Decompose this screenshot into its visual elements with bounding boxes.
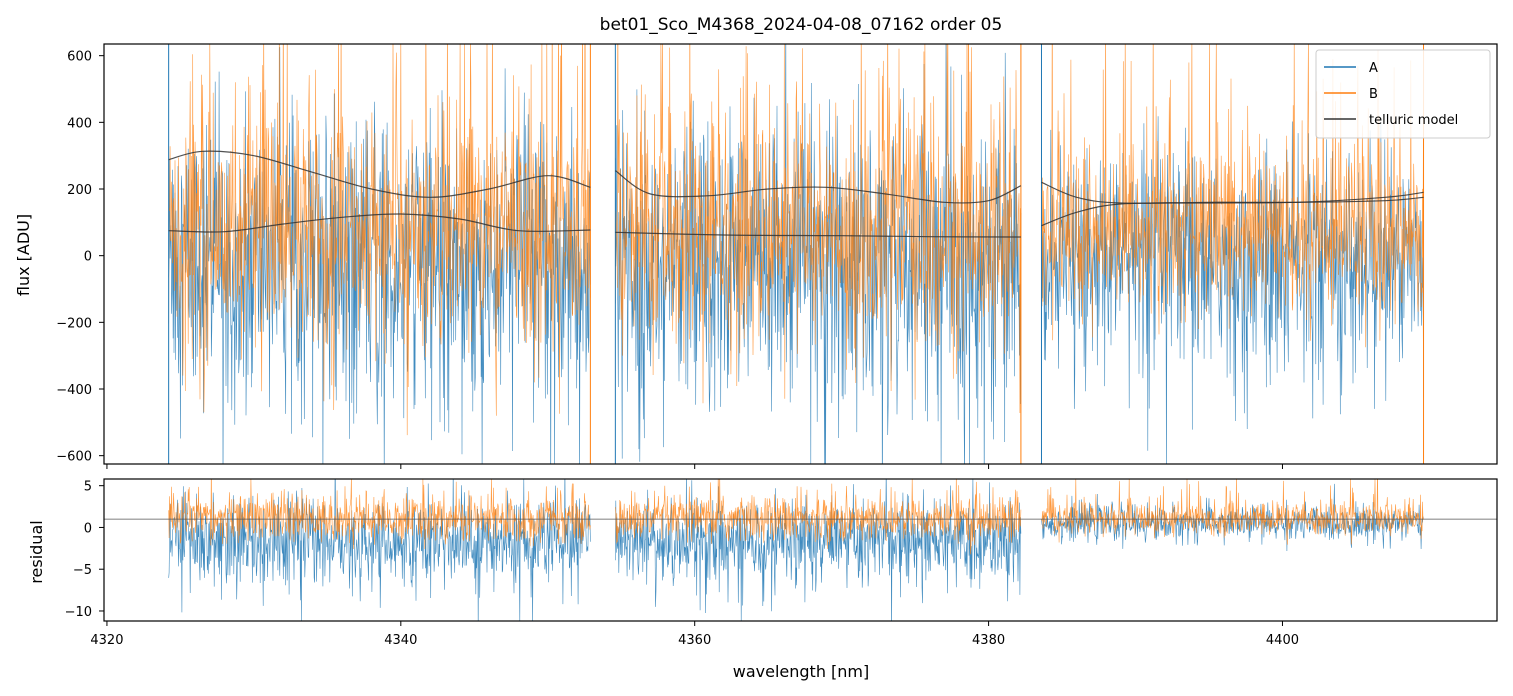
legend-box <box>1315 49 1491 139</box>
residual-b-line <box>168 479 1424 555</box>
x-tick-label: 4340 <box>384 633 417 648</box>
legend: A B telluric model <box>1315 49 1491 139</box>
legend-label-model: telluric model <box>1369 113 1458 128</box>
flux-y-tick-label: 0 <box>84 250 92 265</box>
x-tick-label: 4360 <box>678 633 711 648</box>
flux-y-axis: −600 −400 −200 0 200 400 600 <box>56 50 104 465</box>
flux-y-tick-label: 600 <box>67 50 92 65</box>
telluric-model-curve-1 <box>168 213 591 233</box>
x-axis-label: wavelength [nm] <box>733 662 870 681</box>
telluric-model-curve-2 <box>615 170 1022 204</box>
flux-plot-area <box>168 44 1425 464</box>
telluric-model-curve-3 <box>615 231 1021 238</box>
residual-y-tick-label: −10 <box>65 605 92 620</box>
residual-x-axis: 4320 4340 4360 4380 4400 <box>90 621 1299 648</box>
flux-x-axis <box>106 464 1283 469</box>
flux-axes-frame <box>103 43 1498 465</box>
residual-y-tick-label: −5 <box>73 563 92 578</box>
x-tick-label: 4320 <box>90 633 123 648</box>
flux-y-tick-label: 200 <box>67 183 92 198</box>
residual-plot-area <box>104 479 1497 621</box>
telluric-model-curve-5 <box>1041 191 1424 227</box>
x-tick-label: 4400 <box>1266 633 1299 648</box>
flux-y-tick-label: −600 <box>56 450 92 465</box>
residual-y-tick-label: 5 <box>84 480 92 495</box>
flux-y-tick-label: −200 <box>56 316 92 331</box>
series-a-line <box>168 44 1424 464</box>
residual-y-axis-label: residual <box>27 520 46 583</box>
residual-y-tick-label: 0 <box>84 521 92 536</box>
flux-y-tick-label: −400 <box>56 383 92 398</box>
residual-y-axis: −10 −5 0 5 <box>65 480 104 620</box>
chart-title: bet01_Sco_M4368_2024-04-08_07162 order 0… <box>600 15 1003 35</box>
telluric-model-curve-4 <box>1041 181 1424 204</box>
legend-label-a: A <box>1369 61 1378 76</box>
legend-label-b: B <box>1369 87 1378 102</box>
x-tick-label: 4380 <box>972 633 1005 648</box>
flux-y-tick-label: 400 <box>67 116 92 131</box>
series-b-line <box>168 44 1424 436</box>
telluric-model-curve-0 <box>168 150 591 198</box>
flux-y-axis-label: flux [ADU] <box>14 214 33 296</box>
residual-axes-frame <box>103 478 1498 622</box>
